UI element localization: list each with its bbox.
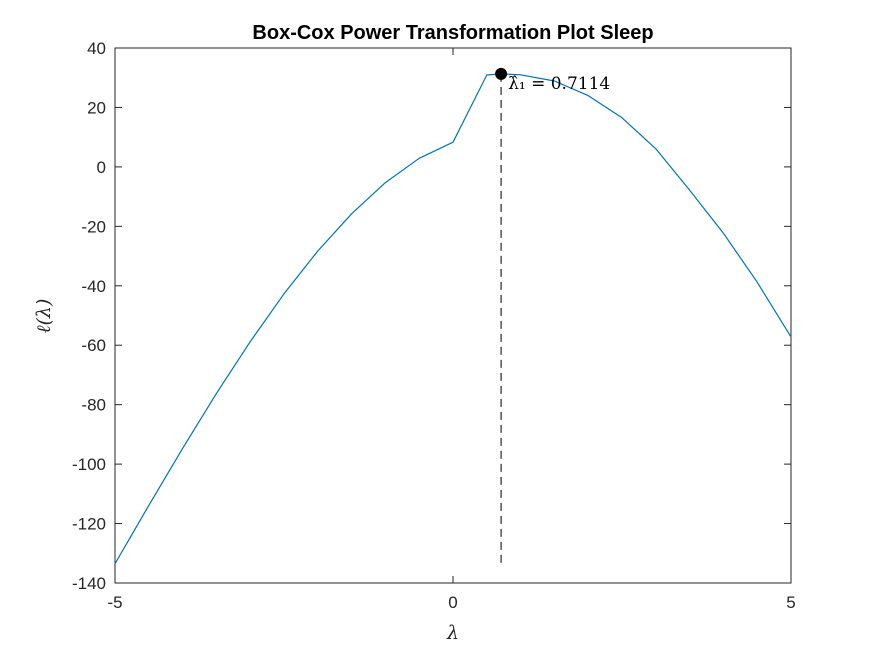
y-tick-label: -20	[81, 217, 106, 236]
lambda-hat-annotation: λ̂₁ = 0.7114	[508, 74, 610, 94]
y-tick-label: -80	[81, 396, 106, 415]
series-line	[114, 73, 792, 565]
y-tick-label: -140	[72, 574, 106, 593]
y-tick-label: 0	[97, 158, 106, 177]
x-tick-label: 5	[786, 593, 795, 612]
y-axis-label: ℓ(λ)	[33, 299, 55, 334]
y-tick-label: -120	[72, 515, 106, 534]
x-tick-label: -5	[107, 593, 122, 612]
axes-ticks: -5 0 5 40 20 0 -20 -40 -60 -80 -100 -120 -140	[72, 39, 796, 612]
series-layer: λ̂₁ = 0.7114	[114, 67, 792, 567]
y-tick-label: -40	[81, 277, 106, 296]
y-tick-label: -60	[81, 336, 106, 355]
chart-title: Box-Cox Power Transformation Plot Sleep	[252, 22, 653, 44]
plot-area	[114, 47, 792, 584]
x-axis-label: λ	[446, 622, 459, 644]
y-tick-label: -100	[72, 455, 106, 474]
y-tick-label: 20	[87, 98, 106, 117]
x-tick-label: 0	[448, 593, 457, 612]
optimum-marker	[495, 67, 508, 80]
y-tick-label: 40	[87, 39, 106, 58]
